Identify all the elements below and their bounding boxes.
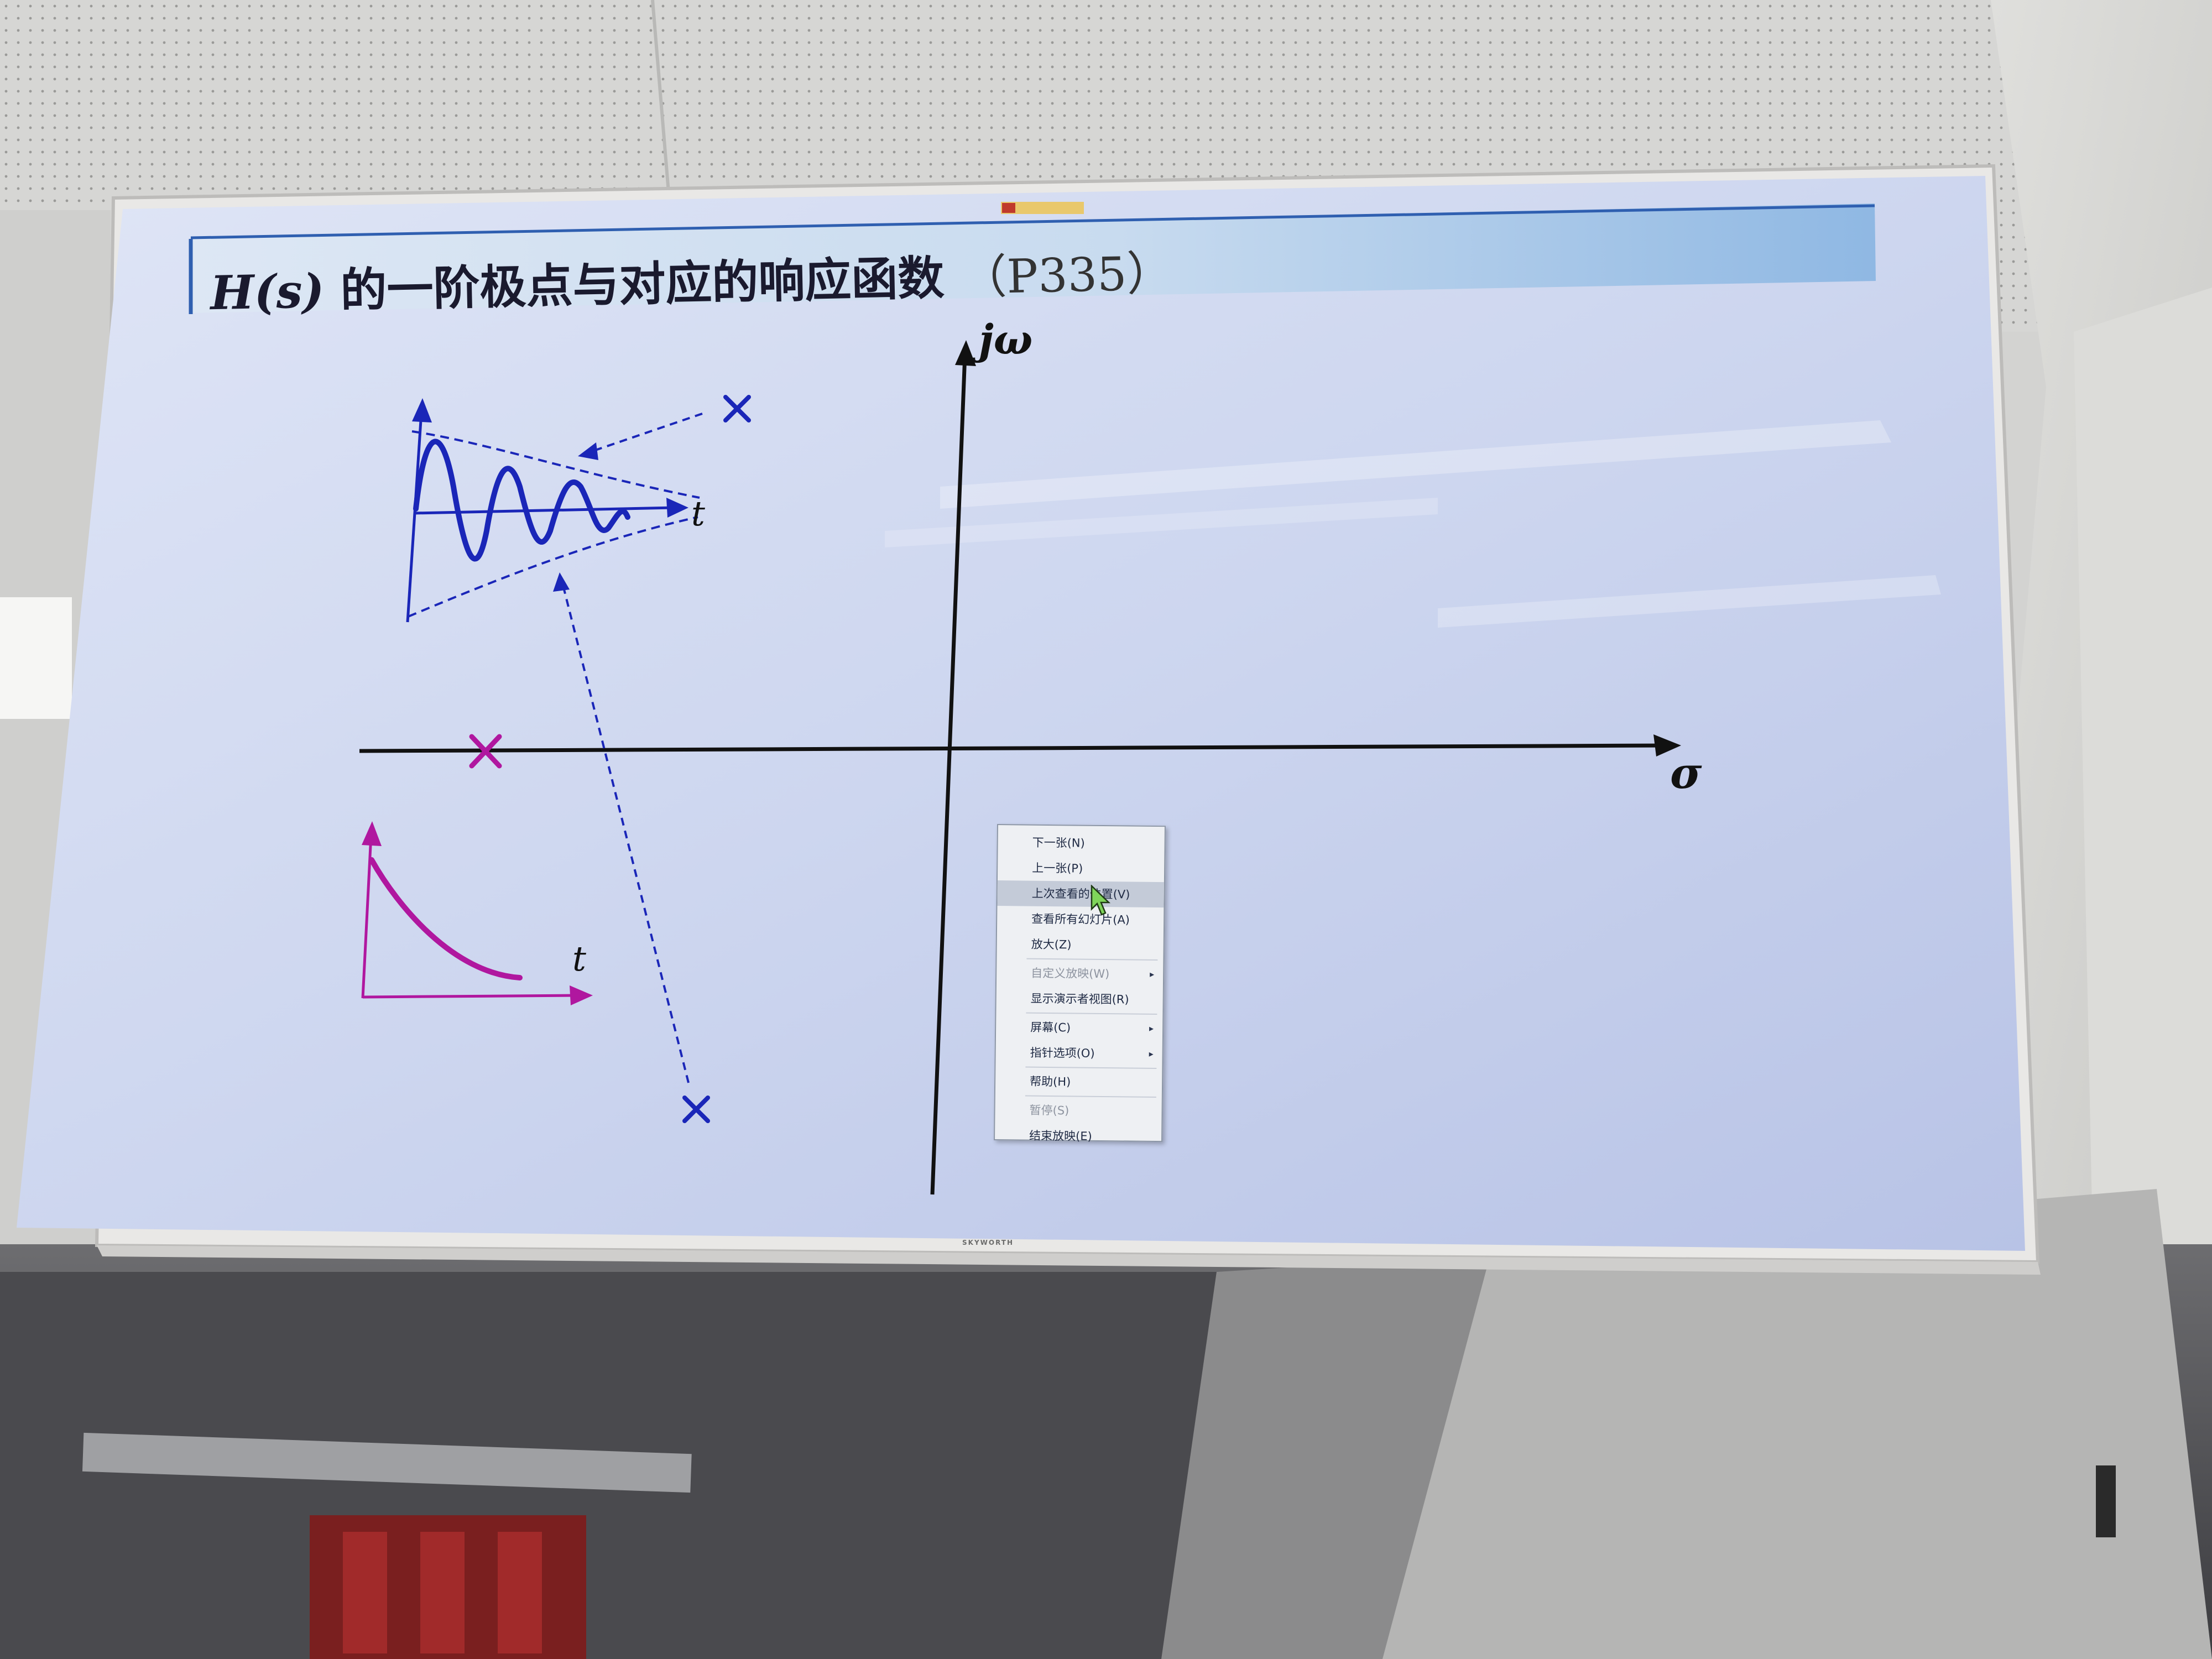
t-label-bottom: t: [572, 938, 586, 979]
context-menu-item: 暂停(S): [995, 1097, 1161, 1124]
jw-arrowhead: [955, 340, 976, 366]
pointer-upper: [588, 413, 703, 453]
context-menu-item-label: 屏幕(C): [1030, 1020, 1071, 1035]
mouse-cursor-icon: [1091, 885, 1111, 916]
context-menu[interactable]: 下一张(N) 上一张(P) 上次查看的位置(V) 查看所有幻灯片(A) 放大(Z) 自定义…: [994, 824, 1166, 1143]
context-menu-item-label: 帮助(H): [1030, 1074, 1071, 1089]
slide-title: H(s) 的一阶极点与对应的响应函数 （P335）: [208, 246, 1173, 320]
context-menu-item[interactable]: 显示演示者视图(R): [996, 985, 1162, 1013]
context-menu-item-label: 查看所有幻灯片(A): [1031, 912, 1130, 927]
submenu-arrow-icon: ▸: [1150, 968, 1155, 979]
pole-upper-blue: [723, 395, 751, 422]
exponential-response-graph: t: [361, 821, 593, 1005]
jw-axis: [930, 353, 967, 1195]
context-menu-item[interactable]: 指针选项(O) ▸: [995, 1040, 1162, 1067]
jw-label: jω: [972, 316, 1032, 364]
context-menu-item[interactable]: 上一张(P): [998, 855, 1164, 882]
context-menu-item-label: 上一张(P): [1032, 861, 1083, 875]
title-math: H(s): [208, 263, 325, 320]
title-ref: （P335）: [960, 246, 1174, 305]
context-menu-item-label: 放大(Z): [1031, 937, 1072, 952]
context-menu-item-label: 下一张(N): [1032, 836, 1085, 850]
context-menu-item[interactable]: 上次查看的位置(V): [997, 880, 1164, 908]
t-label-top: t: [691, 493, 705, 534]
context-menu-item: 自定义放映(W) ▸: [997, 960, 1163, 987]
context-menu-item[interactable]: 下一张(N): [998, 830, 1164, 857]
context-menu-item[interactable]: 结束放映(E): [995, 1123, 1161, 1150]
context-menu-item-label: 暂停(S): [1029, 1103, 1070, 1118]
context-menu-item-label: 显示演示者视图(R): [1030, 992, 1129, 1006]
context-menu-item-label: 结束放映(E): [1029, 1129, 1092, 1143]
slide-area: [17, 176, 2025, 1251]
submenu-arrow-icon: ▸: [1149, 1048, 1154, 1059]
pole-lower-blue: [682, 1095, 710, 1123]
sigma-label: σ: [1670, 748, 1702, 799]
context-menu-item[interactable]: 屏幕(C) ▸: [996, 1014, 1162, 1041]
sigma-arrowhead: [1653, 734, 1681, 757]
context-menu-item[interactable]: 放大(Z): [997, 931, 1163, 958]
submenu-arrow-icon: ▸: [1149, 1022, 1154, 1034]
sigma-axis: [359, 743, 1671, 753]
title-text: 的一阶极点与对应的响应函数: [340, 251, 945, 317]
context-menu-item[interactable]: 帮助(H): [995, 1068, 1162, 1095]
tv-brand-label: SKYWORTH: [962, 1239, 1014, 1246]
pole-real-magenta: [469, 734, 502, 769]
context-menu-item-label: 指针选项(O): [1030, 1046, 1095, 1060]
pointer-lower: [562, 585, 690, 1083]
oscillating-response-graph: t: [406, 398, 705, 623]
slide-logo: [1001, 202, 1084, 214]
context-menu-item-label: 自定义放映(W): [1031, 966, 1110, 981]
context-menu-item[interactable]: 查看所有幻灯片(A): [997, 906, 1164, 933]
context-menu-item-label: 上次查看的位置(V): [1031, 886, 1130, 901]
